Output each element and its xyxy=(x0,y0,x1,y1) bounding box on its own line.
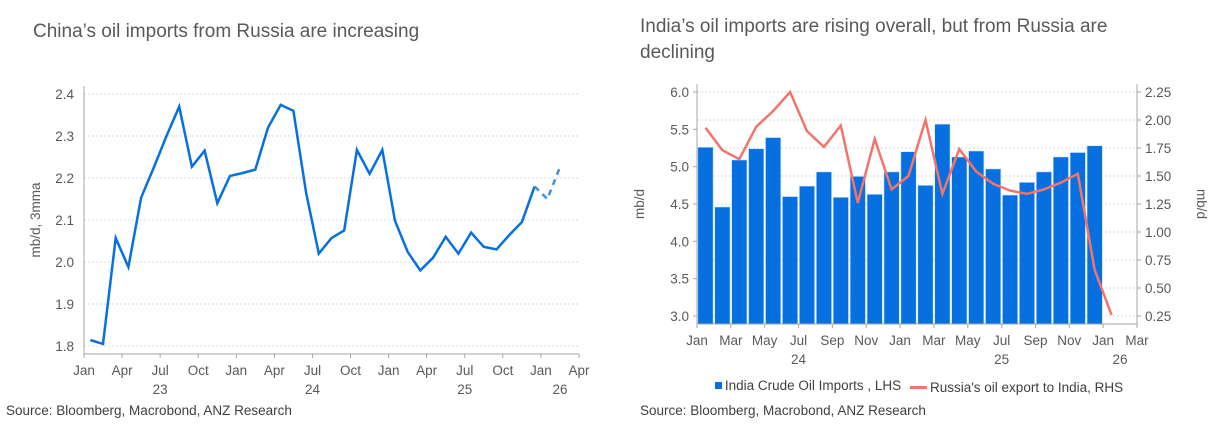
india-chart-legend: India Crude Oil Imports , LHS Russia's o… xyxy=(620,377,1218,395)
x-tick-label: Oct xyxy=(492,363,513,378)
y-left-tick-label: 4.5 xyxy=(670,197,689,212)
y-right-tick-label: 0.50 xyxy=(1145,281,1171,296)
y-left-axis-label: mb/d xyxy=(632,189,647,219)
y-right-tick-label: 0.75 xyxy=(1145,253,1171,268)
india-imports-bar xyxy=(832,196,849,325)
x-tick-label: Jan xyxy=(1092,333,1114,348)
y-right-tick-label: 1.50 xyxy=(1145,169,1171,184)
legend-label-russia-exports: Russia's oil export to India, RHS xyxy=(929,380,1124,395)
india-imports-bar xyxy=(951,156,968,325)
x-tick-label: Nov xyxy=(854,333,878,348)
y-tick-label: 2.2 xyxy=(55,171,74,186)
india-imports-bar xyxy=(985,168,1002,325)
india-imports-bar xyxy=(765,137,782,325)
y-tick-label: 1.9 xyxy=(55,297,74,312)
china-chart-source: Source: Bloomberg, Macrobond, ANZ Resear… xyxy=(6,403,292,418)
y-right-tick-label: 2.25 xyxy=(1145,85,1171,100)
x-year-label: 23 xyxy=(153,382,168,397)
china-estimate-line xyxy=(533,166,562,202)
india-chart-panel: India’s oil imports are rising overall, … xyxy=(620,0,1218,432)
india-imports-bar xyxy=(866,193,883,325)
y-tick-label: 2.3 xyxy=(55,129,74,144)
x-tick-label: May xyxy=(955,333,981,348)
china-chart-panel: China’s oil imports from Russia are incr… xyxy=(6,21,590,418)
x-tick-label: Jul xyxy=(456,363,473,378)
legend-line-swatch-icon xyxy=(909,386,927,389)
x-tick-label: Jul xyxy=(152,363,169,378)
y-tick-label: 2.0 xyxy=(55,255,74,270)
india-imports-bar xyxy=(697,146,714,325)
x-tick-label: Jan xyxy=(686,333,708,348)
x-tick-label: Jan xyxy=(225,363,247,378)
x-tick-label: Jan xyxy=(378,363,400,378)
x-tick-label: Sep xyxy=(820,333,844,348)
y-left-tick-label: 3.0 xyxy=(670,309,689,324)
india-imports-bar xyxy=(799,185,815,325)
x-tick-label: Jan xyxy=(73,363,95,378)
x-tick-label: May xyxy=(752,333,778,348)
legend-label-india-imports: India Crude Oil Imports , LHS xyxy=(724,378,902,393)
x-tick-label: Mar xyxy=(922,333,946,348)
china-line-chart: 1.8 1.9 2.0 2.1 2.2 2.3 2.4 Jan Apr Jul Oct Jan Apr J… xyxy=(28,86,590,397)
india-imports-bar xyxy=(731,159,748,325)
y-right-tick-label: 1.00 xyxy=(1145,225,1171,240)
y-left-tick-label: 4.0 xyxy=(670,234,689,249)
india-imports-bar xyxy=(782,196,799,325)
india-chart-title: India’s oil imports are rising overall, … xyxy=(640,16,1108,63)
x-year-label: 24 xyxy=(791,352,807,367)
x-tick-label: Mar xyxy=(719,333,743,348)
x-tick-label: Mar xyxy=(1125,333,1149,348)
y-left-tick-label: 3.5 xyxy=(670,272,689,287)
x-tick-label: Oct xyxy=(188,363,209,378)
legend-bar-swatch-icon xyxy=(714,382,722,389)
india-imports-bar xyxy=(1002,194,1019,325)
india-imports-bar xyxy=(900,151,917,325)
y-left-tick-label: 5.0 xyxy=(670,160,689,175)
y-right-tick-label: 1.25 xyxy=(1145,197,1171,212)
x-tick-label: Jan xyxy=(889,333,911,348)
x-tick-label: Jul xyxy=(790,333,807,348)
x-tick-label: Jul xyxy=(304,363,321,378)
y-right-tick-label: 1.75 xyxy=(1145,141,1171,156)
x-year-label: 26 xyxy=(1113,352,1128,367)
legend-item-india-imports: India Crude Oil Imports , LHS xyxy=(714,378,902,393)
india-chart-source: Source: Bloomberg, Macrobond, ANZ Resear… xyxy=(640,403,926,418)
india-imports-bar xyxy=(1035,171,1052,325)
y-left-tick-label: 5.5 xyxy=(670,122,689,137)
india-combo-chart: 0.25 0.50 0.75 1.00 1.25 1.50 1.75 2.00 2.25 3.0 3… xyxy=(632,84,1209,367)
x-tick-label: Apr xyxy=(264,363,286,378)
x-year-label: 25 xyxy=(994,352,1009,367)
legend-item-russia-exports: Russia's oil export to India, RHS xyxy=(905,380,1123,395)
china-actual-line xyxy=(89,102,536,346)
x-tick-label: Oct xyxy=(340,363,361,378)
x-year-label: 26 xyxy=(552,382,567,397)
y-right-tick-label: 0.25 xyxy=(1145,309,1171,324)
x-tick-label: Jan xyxy=(530,363,552,378)
india-imports-bar xyxy=(934,123,951,325)
y-tick-label: 2.1 xyxy=(55,213,74,228)
y-left-tick-label: 6.0 xyxy=(670,85,689,100)
y-right-axis-label: mb/d xyxy=(1194,189,1209,219)
y-right-tick-label: 2.00 xyxy=(1145,113,1171,128)
india-imports-bar xyxy=(883,171,900,325)
india-imports-bar xyxy=(815,171,832,325)
x-year-label: 25 xyxy=(457,382,472,397)
y-axis-label: mb/d, 3mma xyxy=(28,182,43,258)
india-imports-bar xyxy=(917,185,934,325)
y-tick-label: 1.8 xyxy=(55,339,74,354)
x-tick-label: Apr xyxy=(112,363,134,378)
china-chart-title: China’s oil imports from Russia are incr… xyxy=(33,21,420,42)
y-tick-label: 2.4 xyxy=(55,87,74,102)
india-imports-bar xyxy=(1019,182,1035,325)
x-tick-label: Nov xyxy=(1057,333,1081,348)
russia-exports-line xyxy=(704,89,1113,316)
x-tick-label: Jul xyxy=(993,333,1010,348)
x-tick-label: Apr xyxy=(416,363,438,378)
x-tick-label: Sep xyxy=(1023,333,1047,348)
x-tick-label: Apr xyxy=(568,363,590,378)
india-imports-bar xyxy=(748,148,765,325)
india-imports-bar xyxy=(714,206,731,325)
x-year-label: 24 xyxy=(305,382,321,397)
